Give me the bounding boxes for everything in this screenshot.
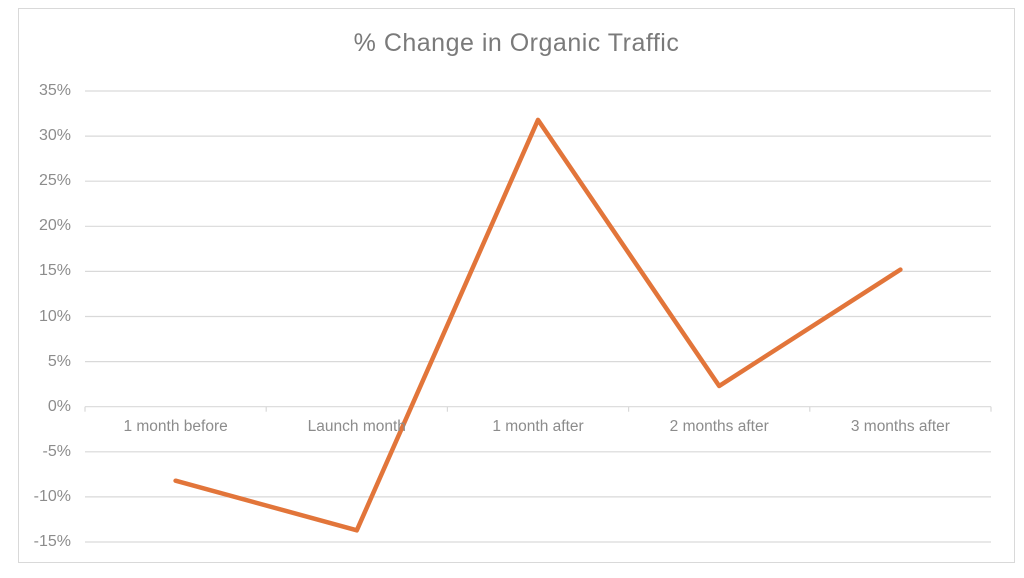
y-axis-tick-label: 15% <box>38 262 71 280</box>
y-axis-tick-label: 25% <box>38 172 71 190</box>
y-axis-tick-label: 20% <box>38 217 71 235</box>
x-axis-category-label: Launch month <box>307 418 406 435</box>
line-chart-plot-area <box>84 90 992 543</box>
y-axis-tick-label: 5% <box>47 352 71 370</box>
x-axis-category-label: 2 months after <box>669 418 769 435</box>
y-axis-tick-label: 0% <box>47 397 71 415</box>
y-axis-tick-label: -5% <box>42 442 71 460</box>
y-axis-tick-label: 10% <box>38 307 71 325</box>
y-axis-tick-label: -15% <box>33 533 71 550</box>
chart-title: % Change in Organic Traffic <box>353 29 680 57</box>
y-axis-tick-label: 30% <box>38 127 71 145</box>
x-axis-category-label: 1 month after <box>492 418 584 435</box>
y-axis-tick-label: 35% <box>38 82 71 99</box>
x-axis-category-label: 3 months after <box>850 418 950 435</box>
organic-traffic-line-series <box>173 117 903 533</box>
y-axis-tick-label: -10% <box>33 487 71 505</box>
x-axis-category-label: 1 month before <box>123 418 228 435</box>
chart-frame: % Change in Organic Traffic 35% 30% 25% 20%… <box>18 8 1015 563</box>
